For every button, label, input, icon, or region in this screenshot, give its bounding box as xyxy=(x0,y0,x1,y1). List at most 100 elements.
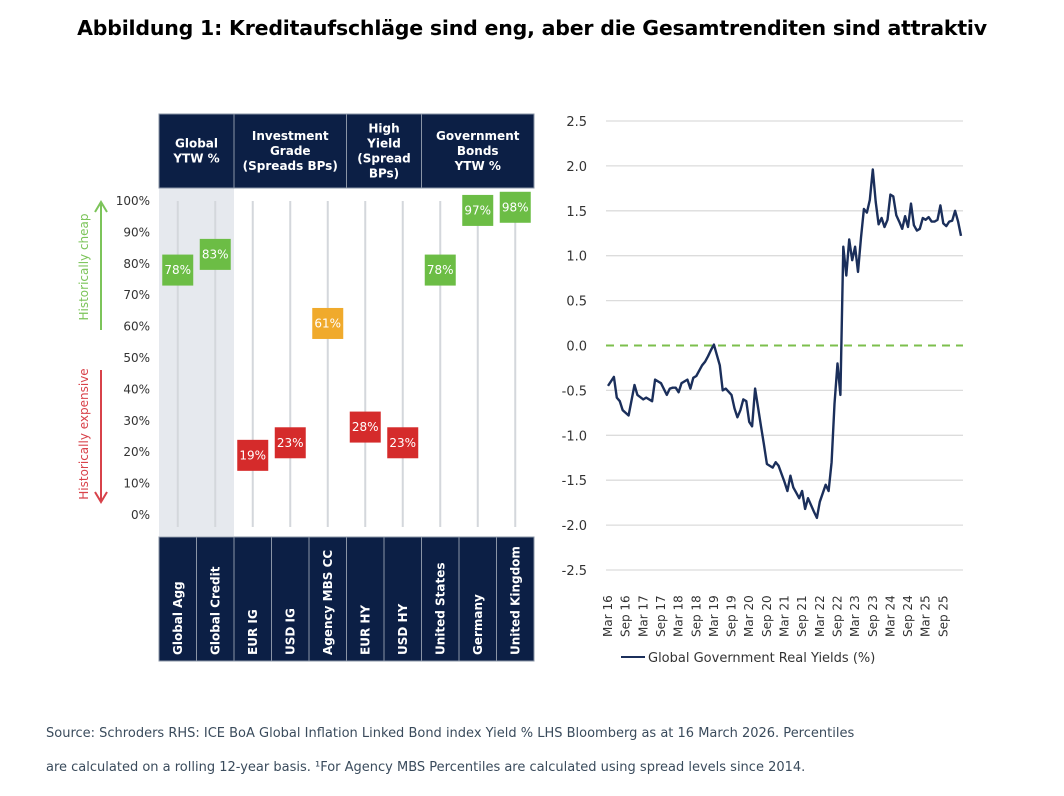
y-tick-label: -1.0 xyxy=(562,429,587,444)
category-cell xyxy=(496,536,535,662)
y-tick-label: 10% xyxy=(123,477,150,491)
x-tick-label: Mar 16 xyxy=(601,595,615,637)
x-tick-label: Mar 23 xyxy=(848,595,862,637)
percentile-marker xyxy=(349,411,381,443)
category-label: United States xyxy=(433,562,447,655)
x-tick-label: Sep 16 xyxy=(619,595,633,637)
category-label: Germany xyxy=(471,594,485,655)
percentile-value-label: 23% xyxy=(389,436,416,450)
y-tick-label: 100% xyxy=(116,194,150,208)
group-header-line: YTW % xyxy=(454,159,501,173)
real-yields-series-line xyxy=(606,168,963,520)
x-tick-label: Mar 20 xyxy=(742,595,756,637)
y-tick-label: -2.0 xyxy=(562,519,587,534)
y-tick-label: 0.5 xyxy=(566,295,587,310)
group-header-line: Investment xyxy=(252,129,329,143)
percentile-value-label: 83% xyxy=(202,247,229,261)
x-tick-label: Sep 19 xyxy=(725,595,739,637)
category-label: Agency MBS CC xyxy=(321,550,335,655)
figure-title: Abbildung 1: Kreditaufschläge sind eng, … xyxy=(77,16,987,40)
group-header-label: Global YTW % xyxy=(172,137,219,166)
historically-expensive-label: Historically expensive xyxy=(77,368,91,499)
percentile-marker xyxy=(499,191,531,223)
category-cell xyxy=(271,536,310,662)
percentile-value-label: 97% xyxy=(464,203,491,217)
y-tick-label: 40% xyxy=(123,382,150,396)
group-header-line: YTW % xyxy=(172,152,219,166)
group-header-line: Yield xyxy=(366,137,401,151)
category-cell xyxy=(421,536,460,662)
y-tick-label: 0.0 xyxy=(566,340,587,355)
x-tick-label: Sep 23 xyxy=(866,595,880,637)
x-tick-label: Sep 22 xyxy=(830,595,844,637)
category-cell xyxy=(346,536,385,662)
x-tick-label: Mar 19 xyxy=(707,595,721,637)
legend-label: Global Government Real Yields (%) xyxy=(648,651,875,666)
y-tick-label: 70% xyxy=(123,288,150,302)
x-tick-label: Mar 18 xyxy=(672,595,686,637)
y-tick-label: 50% xyxy=(123,351,150,365)
percentile-marker xyxy=(274,427,306,459)
cheap-arrow-head-icon xyxy=(94,200,108,213)
percentile-marker xyxy=(199,238,231,270)
expensive-arrow-head-icon xyxy=(94,491,108,504)
category-cell xyxy=(308,536,347,662)
group-header-label: Investment Grade (Spreads BPs) xyxy=(243,129,338,173)
percentile-value-label: 19% xyxy=(239,448,266,462)
group-header-line: Government xyxy=(436,129,520,143)
y-tick-label: 2.0 xyxy=(566,160,587,175)
x-tick-label: Mar 22 xyxy=(813,595,827,637)
x-tick-label: Sep 24 xyxy=(901,595,915,637)
group-header-0 xyxy=(158,113,235,189)
y-tick-label: 20% xyxy=(123,445,150,459)
percentile-marker xyxy=(462,194,494,226)
category-label: Global Agg xyxy=(171,581,185,655)
percentile-value-label: 23% xyxy=(277,436,304,450)
y-tick-label: -0.5 xyxy=(562,384,587,399)
percentile-marker xyxy=(424,254,456,286)
footnote-line-1: Source: Schroders RHS: ICE BoA Global In… xyxy=(46,726,855,741)
percentile-value-label: 98% xyxy=(502,200,529,214)
x-tick-label: Sep 20 xyxy=(760,595,774,637)
group-header-line: Grade xyxy=(270,144,311,158)
category-label: EUR IG xyxy=(246,609,260,655)
x-tick-label: Sep 21 xyxy=(795,595,809,637)
percentile-marker xyxy=(237,439,269,471)
x-tick-label: Mar 17 xyxy=(636,595,650,637)
x-tick-label: Sep 25 xyxy=(936,595,950,637)
percentile-chart: Global YTW %Investment Grade (Spreads BPs)H… xyxy=(77,113,535,662)
group-header-3 xyxy=(421,113,535,189)
category-cell xyxy=(233,536,272,662)
group-header-line: High xyxy=(368,122,399,136)
y-tick-label: 1.0 xyxy=(566,250,587,265)
x-tick-label: Sep 18 xyxy=(689,595,703,637)
y-tick-label: 0% xyxy=(131,508,150,522)
y-tick-label: 80% xyxy=(123,257,150,271)
x-tick-label: Mar 21 xyxy=(778,595,792,637)
real-yields-line-chart: 2.5 2.0 1.5 1.0 0.5 0.0 -0.5 -1.0 -1.5 -2.0 -2.5 M… xyxy=(562,115,963,666)
y-tick-label: 1.5 xyxy=(566,205,587,220)
y-tick-label: -2.5 xyxy=(562,564,587,579)
category-label: USD IG xyxy=(283,608,297,655)
x-tick-label: Sep 17 xyxy=(654,595,668,637)
percentile-marker xyxy=(387,427,419,459)
percentile-marker xyxy=(162,254,194,286)
category-cell xyxy=(196,536,235,662)
group-header-label: High Yield (Spread BPs) xyxy=(357,122,410,181)
category-cell xyxy=(458,536,497,662)
category-label: EUR HY xyxy=(358,605,372,655)
group-header-line: (Spreads BPs) xyxy=(243,159,338,173)
percentile-value-label: 78% xyxy=(427,263,454,277)
category-cell xyxy=(383,536,422,662)
percentile-value-label: 61% xyxy=(314,316,341,330)
historically-cheap-label: Historically cheap xyxy=(77,213,91,320)
footnote-line-2: are calculated on a rolling 12-year basi… xyxy=(46,760,806,775)
percentile-value-label: 78% xyxy=(164,263,191,277)
group-header-1 xyxy=(233,113,347,189)
percentile-marker xyxy=(312,307,344,339)
x-tick-label: Mar 24 xyxy=(883,595,897,637)
group-header-line: Global xyxy=(175,137,218,151)
group-header-2 xyxy=(346,113,422,189)
y-tick-label: 2.5 xyxy=(566,115,587,130)
group-header-line: Bonds xyxy=(457,144,499,158)
